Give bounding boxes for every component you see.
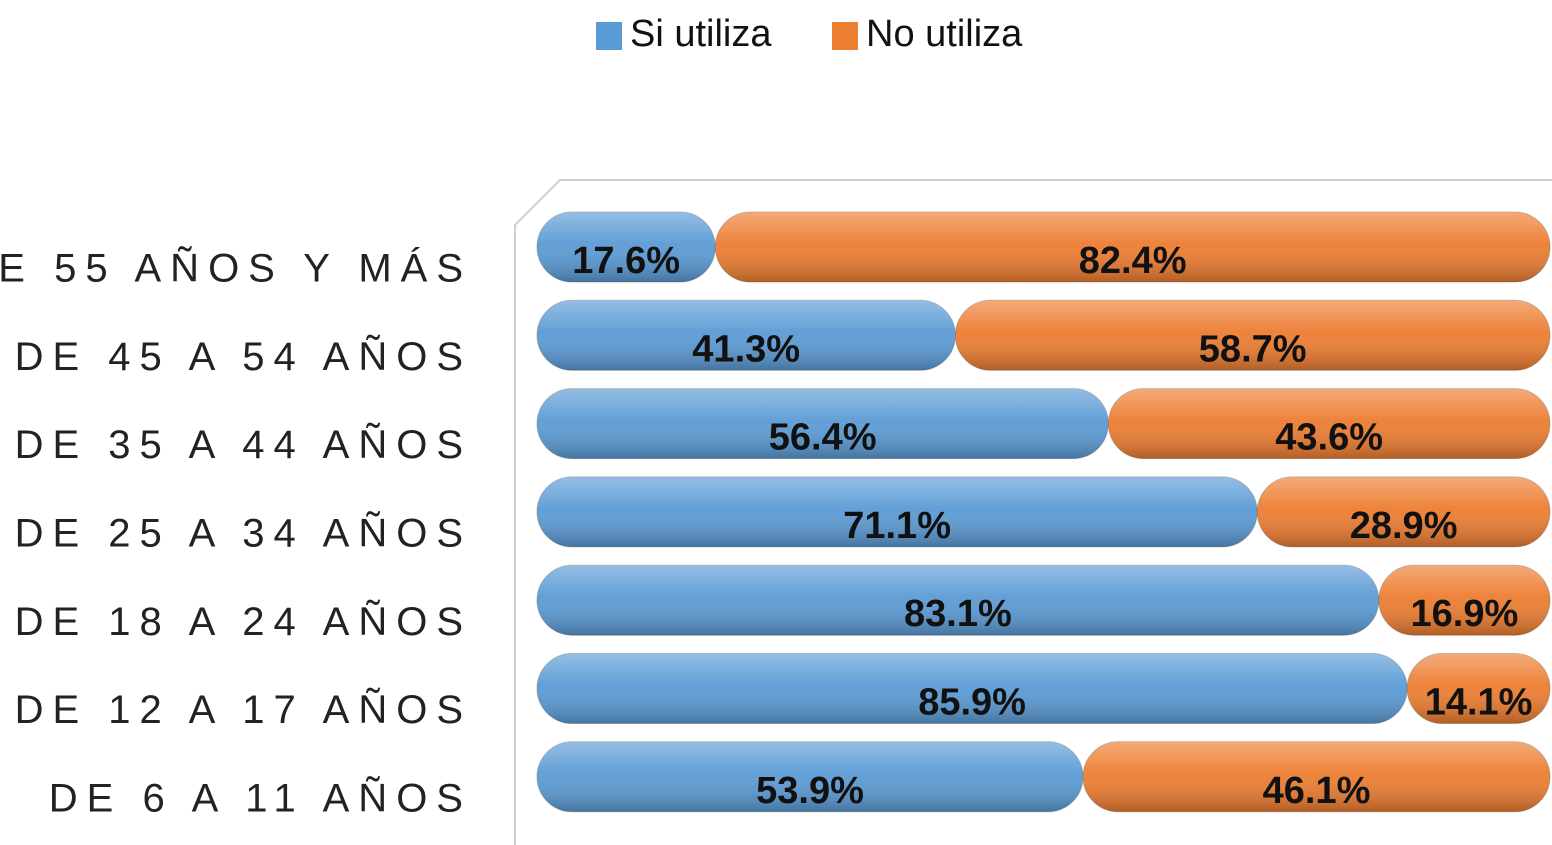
data-label: 58.7%	[1199, 328, 1307, 370]
y-tick-label: DE 25 A 34 AÑOS	[15, 510, 472, 555]
legend-swatch	[832, 22, 858, 50]
data-label: 56.4%	[769, 417, 877, 459]
data-label: 17.6%	[572, 240, 680, 282]
data-label: 85.9%	[918, 682, 1026, 724]
data-label: 82.4%	[1079, 240, 1187, 282]
data-label: 83.1%	[904, 593, 1012, 635]
data-label: 28.9%	[1350, 505, 1458, 547]
plot-frame	[514, 179, 1552, 845]
y-tick-label: DE 35 A 44 AÑOS	[15, 422, 472, 467]
y-tick-label: DE 18 A 24 AÑOS	[15, 599, 472, 644]
legend-label: Si utiliza	[630, 13, 772, 55]
data-label: 46.1%	[1263, 770, 1371, 812]
data-label: 16.9%	[1411, 593, 1519, 635]
y-tick-label: DE 12 A 17 AÑOS	[15, 687, 472, 732]
legend-swatch	[596, 22, 622, 50]
data-label: 14.1%	[1425, 682, 1533, 724]
data-label: 43.6%	[1275, 417, 1383, 459]
y-tick-label: DE 6 A 11 AÑOS	[49, 775, 472, 820]
data-label: 53.9%	[756, 770, 864, 812]
data-label: 41.3%	[692, 328, 800, 370]
legend-label: No utiliza	[866, 13, 1023, 55]
y-tick-label: DE 55 AÑOS Y MÁS	[0, 246, 472, 291]
frame-line	[514, 179, 1552, 845]
data-label: 71.1%	[843, 505, 951, 547]
y-tick-label: DE 45 A 54 AÑOS	[15, 334, 472, 379]
